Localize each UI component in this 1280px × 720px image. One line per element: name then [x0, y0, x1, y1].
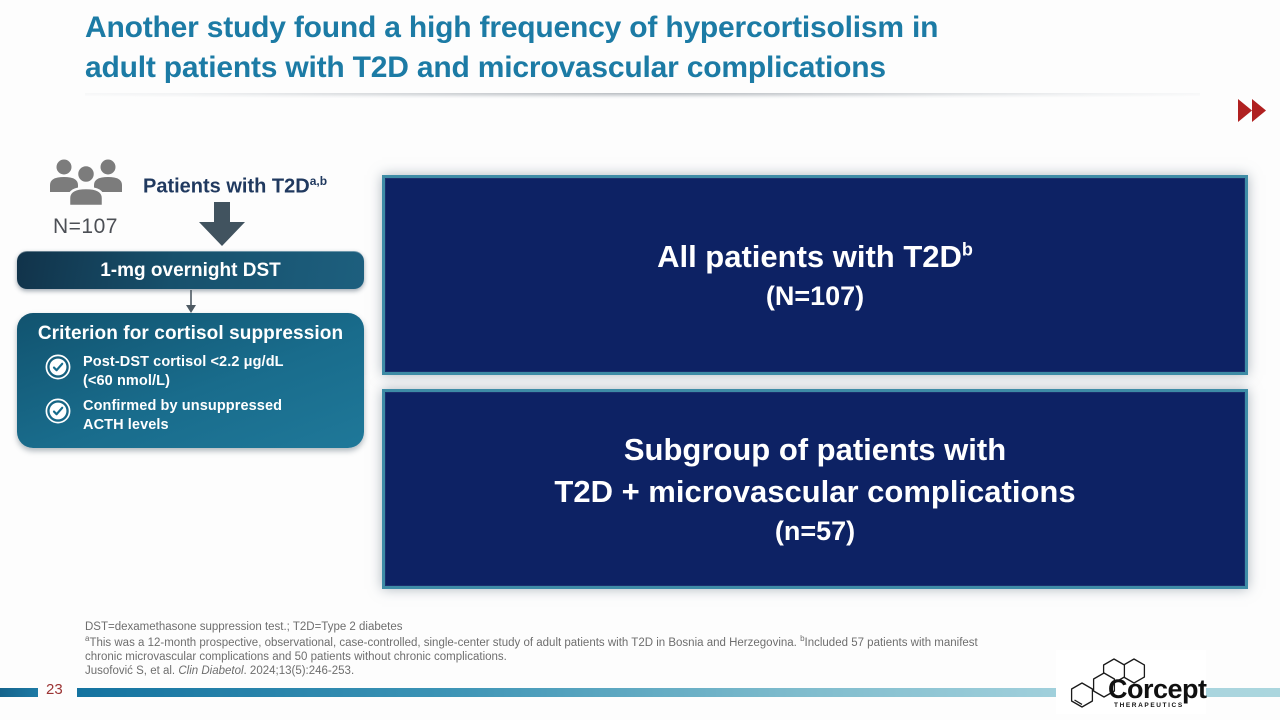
down-block-arrow [199, 202, 245, 246]
check-circle-icon [45, 398, 71, 424]
connector-arrow [184, 290, 198, 313]
corcept-therapeutics-label: THERAPEUTICS [1114, 702, 1184, 709]
criterion-item-1: Post-DST cortisol <2.2 μg/dL (<60 nmol/L… [45, 353, 350, 391]
patients-label-text: Patients with T2D [143, 175, 310, 198]
footnote-study-description-cont: chronic microvascular complications and … [85, 650, 507, 663]
subgroup-box-line-1: Subgroup of patients with [623, 431, 1007, 467]
patients-label: Patients with T2Da,b [143, 174, 327, 199]
footer-bar-left-segment [0, 688, 38, 697]
citation-journal: Clin Diabetol [178, 664, 244, 677]
corcept-wordmark: Corcept [1108, 674, 1207, 704]
criterion-item-1-line-1: Post-DST cortisol <2.2 μg/dL [83, 354, 284, 370]
footnote-study-text-a: This was a 12-month prospective, observa… [89, 636, 801, 649]
footnotes: DST=dexamethasone suppression test.; T2D… [85, 620, 1085, 678]
all-patients-box-n: (N=107) [765, 280, 865, 311]
all-patients-box-superscript: b [961, 239, 973, 260]
slide-title: Another study found a high frequency of … [85, 8, 1205, 88]
criterion-item-2-line-2: ACTH levels [83, 416, 169, 433]
criterion-item-2-line-1: Confirmed by unsuppressed [83, 397, 283, 414]
criterion-box: Criterion for cortisol suppression Post-… [17, 313, 364, 448]
citation-reference: . 2024;13(5):246-253. [243, 664, 355, 677]
criterion-item-1-text: Post-DST cortisol <2.2 μg/dL (<60 nmol/L… [83, 353, 284, 391]
footnote-study-text-b: Included 57 patients with manifest [804, 636, 978, 649]
criterion-title: Criterion for cortisol suppression [37, 323, 344, 344]
corcept-hexagon-icon [1058, 652, 1150, 717]
dst-step-label: 1-mg overnight DST [100, 259, 281, 281]
patients-label-superscript: a,b [309, 174, 328, 188]
footnote-superscript-b: b [800, 634, 805, 644]
all-patients-box-title-text: All patients with T2D [657, 239, 962, 275]
subgroup-box: Subgroup of patients with T2D + microvas… [382, 389, 1248, 589]
title-line-2: adult patients with T2D and microvascula… [85, 50, 886, 84]
footnote-study-description: aThis was a 12-month prospective, observ… [85, 634, 1085, 650]
criterion-item-2: Confirmed by unsuppressed ACTH levels [45, 397, 350, 435]
check-circle-icon [45, 354, 71, 380]
criterion-item-1-line-2: (<60 nmol/L) [83, 372, 171, 389]
title-line-1: Another study found a high frequency of … [85, 11, 939, 44]
criterion-item-2-text: Confirmed by unsuppressed ACTH levels [83, 397, 282, 435]
footer-bar [77, 688, 1280, 697]
subgroup-box-n: (n=57) [774, 516, 856, 547]
corcept-logo: Corcept THERAPEUTICS [1056, 650, 1207, 717]
footnote-superscript-a: a [85, 634, 90, 644]
all-patients-box: All patients with T2Db (N=107) [382, 175, 1248, 375]
dst-step-box: 1-mg overnight DST [17, 251, 364, 289]
citation-authors: Jusofović S, et al. [85, 664, 179, 677]
fast-forward-icon[interactable] [1236, 98, 1270, 124]
title-divider [85, 93, 1200, 99]
footnote-citation: Jusofović S, et al. Clin Diabetol. 2024;… [85, 664, 1085, 678]
all-patients-box-title: All patients with T2Db [657, 236, 973, 279]
footnote-abbreviations: DST=dexamethasone suppression test.; T2D… [85, 621, 403, 633]
page-number: 23 [46, 681, 63, 698]
subgroup-box-line-2: T2D + microvascular complications [554, 474, 1076, 510]
patients-group-icon [46, 158, 126, 208]
n-total-label: N=107 [53, 215, 118, 238]
